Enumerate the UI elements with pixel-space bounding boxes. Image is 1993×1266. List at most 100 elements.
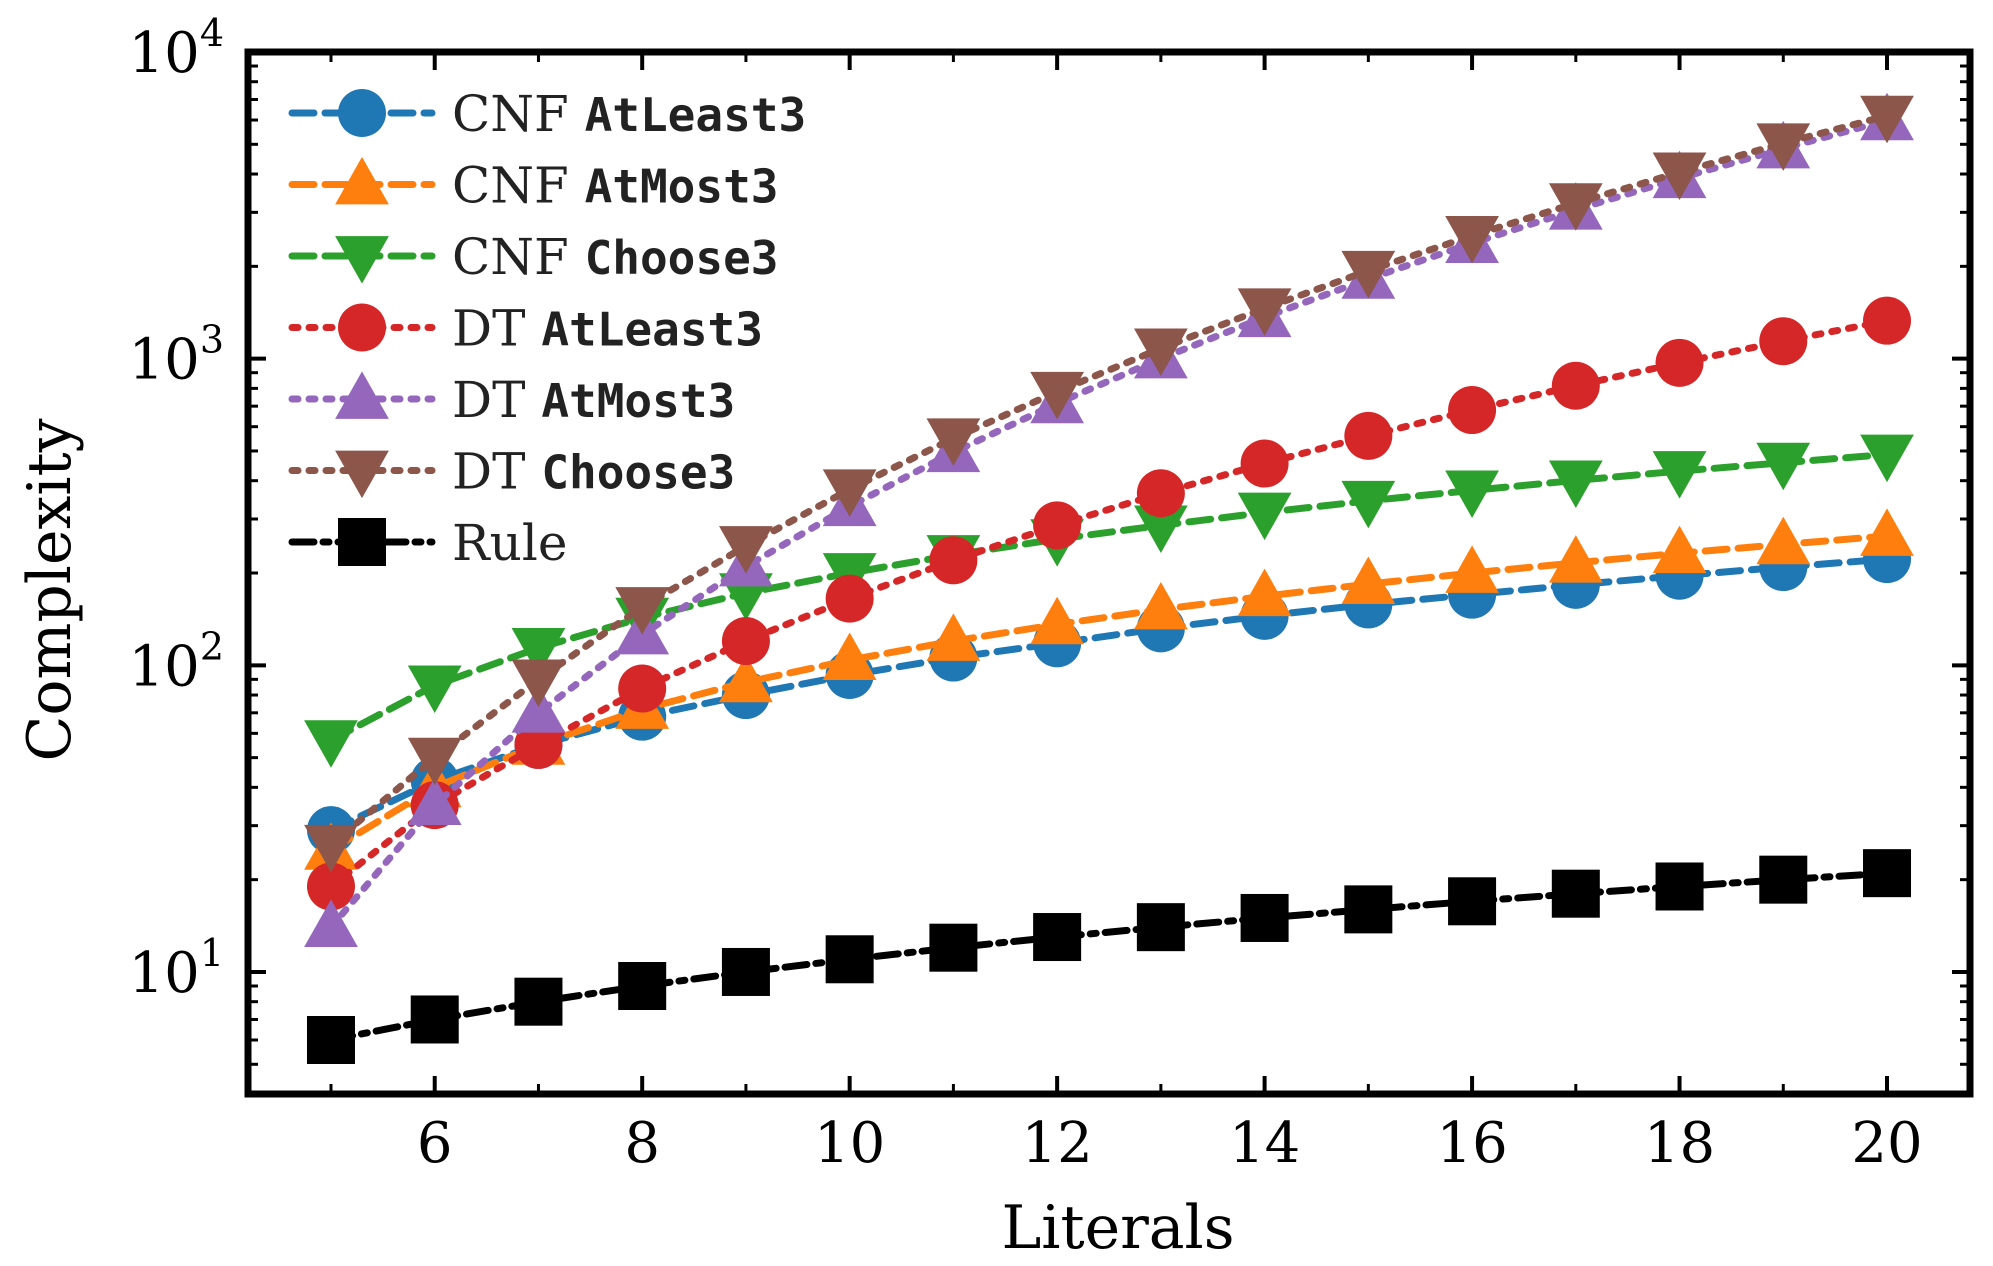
- legend-entry-dt-atmost3: DT AtMost3: [288, 371, 735, 429]
- data-point-dt-choose3-5: [304, 824, 358, 873]
- data-point-dt-atleast3-19: [1759, 317, 1808, 366]
- data-point-dt-atleast3-15: [1344, 411, 1393, 460]
- data-point-cnf-atmost3-20: [1860, 508, 1914, 556]
- data-point-dt-choose3-10: [822, 469, 877, 517]
- data-point-rule-8: [618, 962, 667, 1011]
- data-point-rule-5: [306, 1016, 355, 1065]
- x-tick-label: 12: [1021, 1111, 1092, 1176]
- data-point-dt-choose3-13: [1133, 328, 1188, 377]
- data-point-cnf-atmost3-9: [719, 654, 773, 703]
- x-tick-label: 8: [624, 1111, 660, 1176]
- data-point-dt-atmost3-7: [511, 685, 566, 733]
- data-point-cnf-choose3-13: [1133, 505, 1188, 553]
- data-point-cnf-atmost3-12: [1030, 596, 1085, 645]
- data-point-cnf-choose3-17: [1548, 460, 1603, 508]
- legend-entry-cnf-choose3: CNF Choose3: [288, 228, 778, 286]
- series-layer: [304, 92, 1914, 1065]
- data-point-cnf-choose3-6: [407, 665, 462, 713]
- data-point-rule-16: [1448, 877, 1497, 926]
- data-point-dt-atleast3-18: [1655, 338, 1704, 387]
- legend-label-cnf-choose3: CNF Choose3: [452, 228, 778, 286]
- legend-marker-rule: [338, 518, 386, 566]
- data-point-rule-13: [1136, 903, 1185, 952]
- data-point-dt-atmost3-6: [407, 777, 462, 825]
- series-line-dt-atleast3: [327, 317, 1891, 890]
- x-axis-label: Literals: [1001, 1193, 1234, 1263]
- data-point-dt-choose3-16: [1445, 215, 1499, 264]
- x-tick-label: 20: [1851, 1111, 1922, 1176]
- data-point-dt-atleast3-16: [1448, 386, 1497, 435]
- data-point-cnf-choose3-18: [1652, 451, 1707, 499]
- series-line-dt-choose3: [327, 112, 1891, 849]
- data-point-dt-choose3-20: [1860, 95, 1914, 144]
- data-point-rule-19: [1759, 855, 1808, 904]
- y-tick-label: 101: [129, 931, 224, 1006]
- y-tick-label: 103: [129, 318, 224, 393]
- legend-entry-cnf-atleast3: CNF AtLeast3: [288, 85, 806, 143]
- data-point-cnf-choose3-19: [1756, 442, 1811, 491]
- data-point-dt-atleast3-13: [1136, 469, 1185, 518]
- legend-label-rule: Rule: [452, 514, 567, 572]
- series-line-cnf-atmost3: [327, 532, 1891, 854]
- data-point-rule-20: [1863, 849, 1912, 898]
- data-point-cnf-atmost3-18: [1652, 525, 1707, 574]
- data-point-dt-choose3-9: [719, 526, 773, 574]
- legend-label-dt-choose3: DT Choose3: [452, 443, 735, 501]
- x-tick-label: 18: [1644, 1111, 1715, 1176]
- legend-entry-dt-atleast3: DT AtLeast3: [288, 300, 763, 358]
- legend-marker-dt-atmost3: [335, 371, 389, 419]
- x-tick-label: 14: [1229, 1111, 1300, 1176]
- data-point-dt-choose3-14: [1237, 288, 1292, 336]
- data-point-dt-choose3-8: [615, 587, 670, 635]
- data-point-dt-atleast3-7: [514, 720, 563, 769]
- x-tick-label: 6: [417, 1111, 453, 1176]
- series-rule: [306, 849, 1912, 1065]
- data-point-dt-choose3-12: [1030, 371, 1085, 420]
- data-point-dt-atmost3-5: [304, 899, 358, 948]
- data-point-cnf-atmost3-19: [1756, 516, 1811, 565]
- series-line-cnf-choose3: [327, 451, 1891, 744]
- data-point-cnf-atmost3-13: [1133, 581, 1188, 630]
- legend-label-dt-atmost3: DT AtMost3: [452, 371, 735, 429]
- data-point-rule-17: [1551, 869, 1600, 918]
- data-point-dt-atleast3-11: [929, 536, 978, 585]
- series-cnf-atleast3: [306, 535, 1912, 855]
- data-point-dt-atleast3-8: [618, 664, 667, 713]
- series-line-rule: [327, 869, 1891, 1044]
- data-point-cnf-atmost3-15: [1341, 556, 1396, 604]
- data-point-cnf-atmost3-11: [926, 613, 981, 661]
- data-point-cnf-atmost3-14: [1237, 568, 1292, 617]
- data-point-cnf-atmost3-10: [822, 632, 877, 680]
- data-point-dt-choose3-7: [511, 659, 566, 707]
- y-tick-label: 104: [129, 11, 224, 86]
- data-point-dt-atleast3-20: [1863, 296, 1912, 345]
- series-line-cnf-atleast3: [327, 555, 1891, 834]
- data-point-rule-9: [721, 947, 770, 996]
- legend-marker-cnf-atleast3: [338, 89, 386, 137]
- data-point-rule-6: [410, 995, 459, 1044]
- data-point-dt-atleast3-5: [306, 862, 355, 911]
- data-point-dt-choose3-6: [407, 737, 462, 786]
- y-axis-label: Complexity: [15, 418, 85, 761]
- data-point-dt-atleast3-10: [825, 574, 874, 623]
- legend-entry-cnf-atmost3: CNF AtMost3: [288, 157, 778, 215]
- y-tick-label: 102: [129, 624, 224, 699]
- data-point-dt-atleast3-9: [721, 617, 770, 666]
- legend: CNF AtLeast3 CNF AtMost3 CNF Choose3 DT AtL…: [288, 85, 806, 572]
- data-point-cnf-choose3-20: [1860, 434, 1914, 483]
- data-point-dt-choose3-19: [1756, 123, 1811, 171]
- data-point-rule-10: [825, 935, 874, 984]
- legend-entry-rule: Rule: [288, 514, 567, 572]
- legend-marker-dt-atleast3: [338, 303, 386, 352]
- data-point-rule-11: [929, 923, 978, 972]
- data-point-rule-14: [1240, 893, 1289, 942]
- data-point-cnf-atmost3-17: [1548, 535, 1603, 583]
- legend-label-dt-atleast3: DT AtLeast3: [452, 300, 763, 358]
- data-point-dt-atleast3-17: [1551, 361, 1600, 410]
- data-point-cnf-choose3-16: [1445, 470, 1499, 518]
- data-point-cnf-choose3-7: [511, 627, 566, 676]
- data-point-cnf-choose3-5: [304, 720, 358, 768]
- data-point-rule-18: [1655, 862, 1704, 911]
